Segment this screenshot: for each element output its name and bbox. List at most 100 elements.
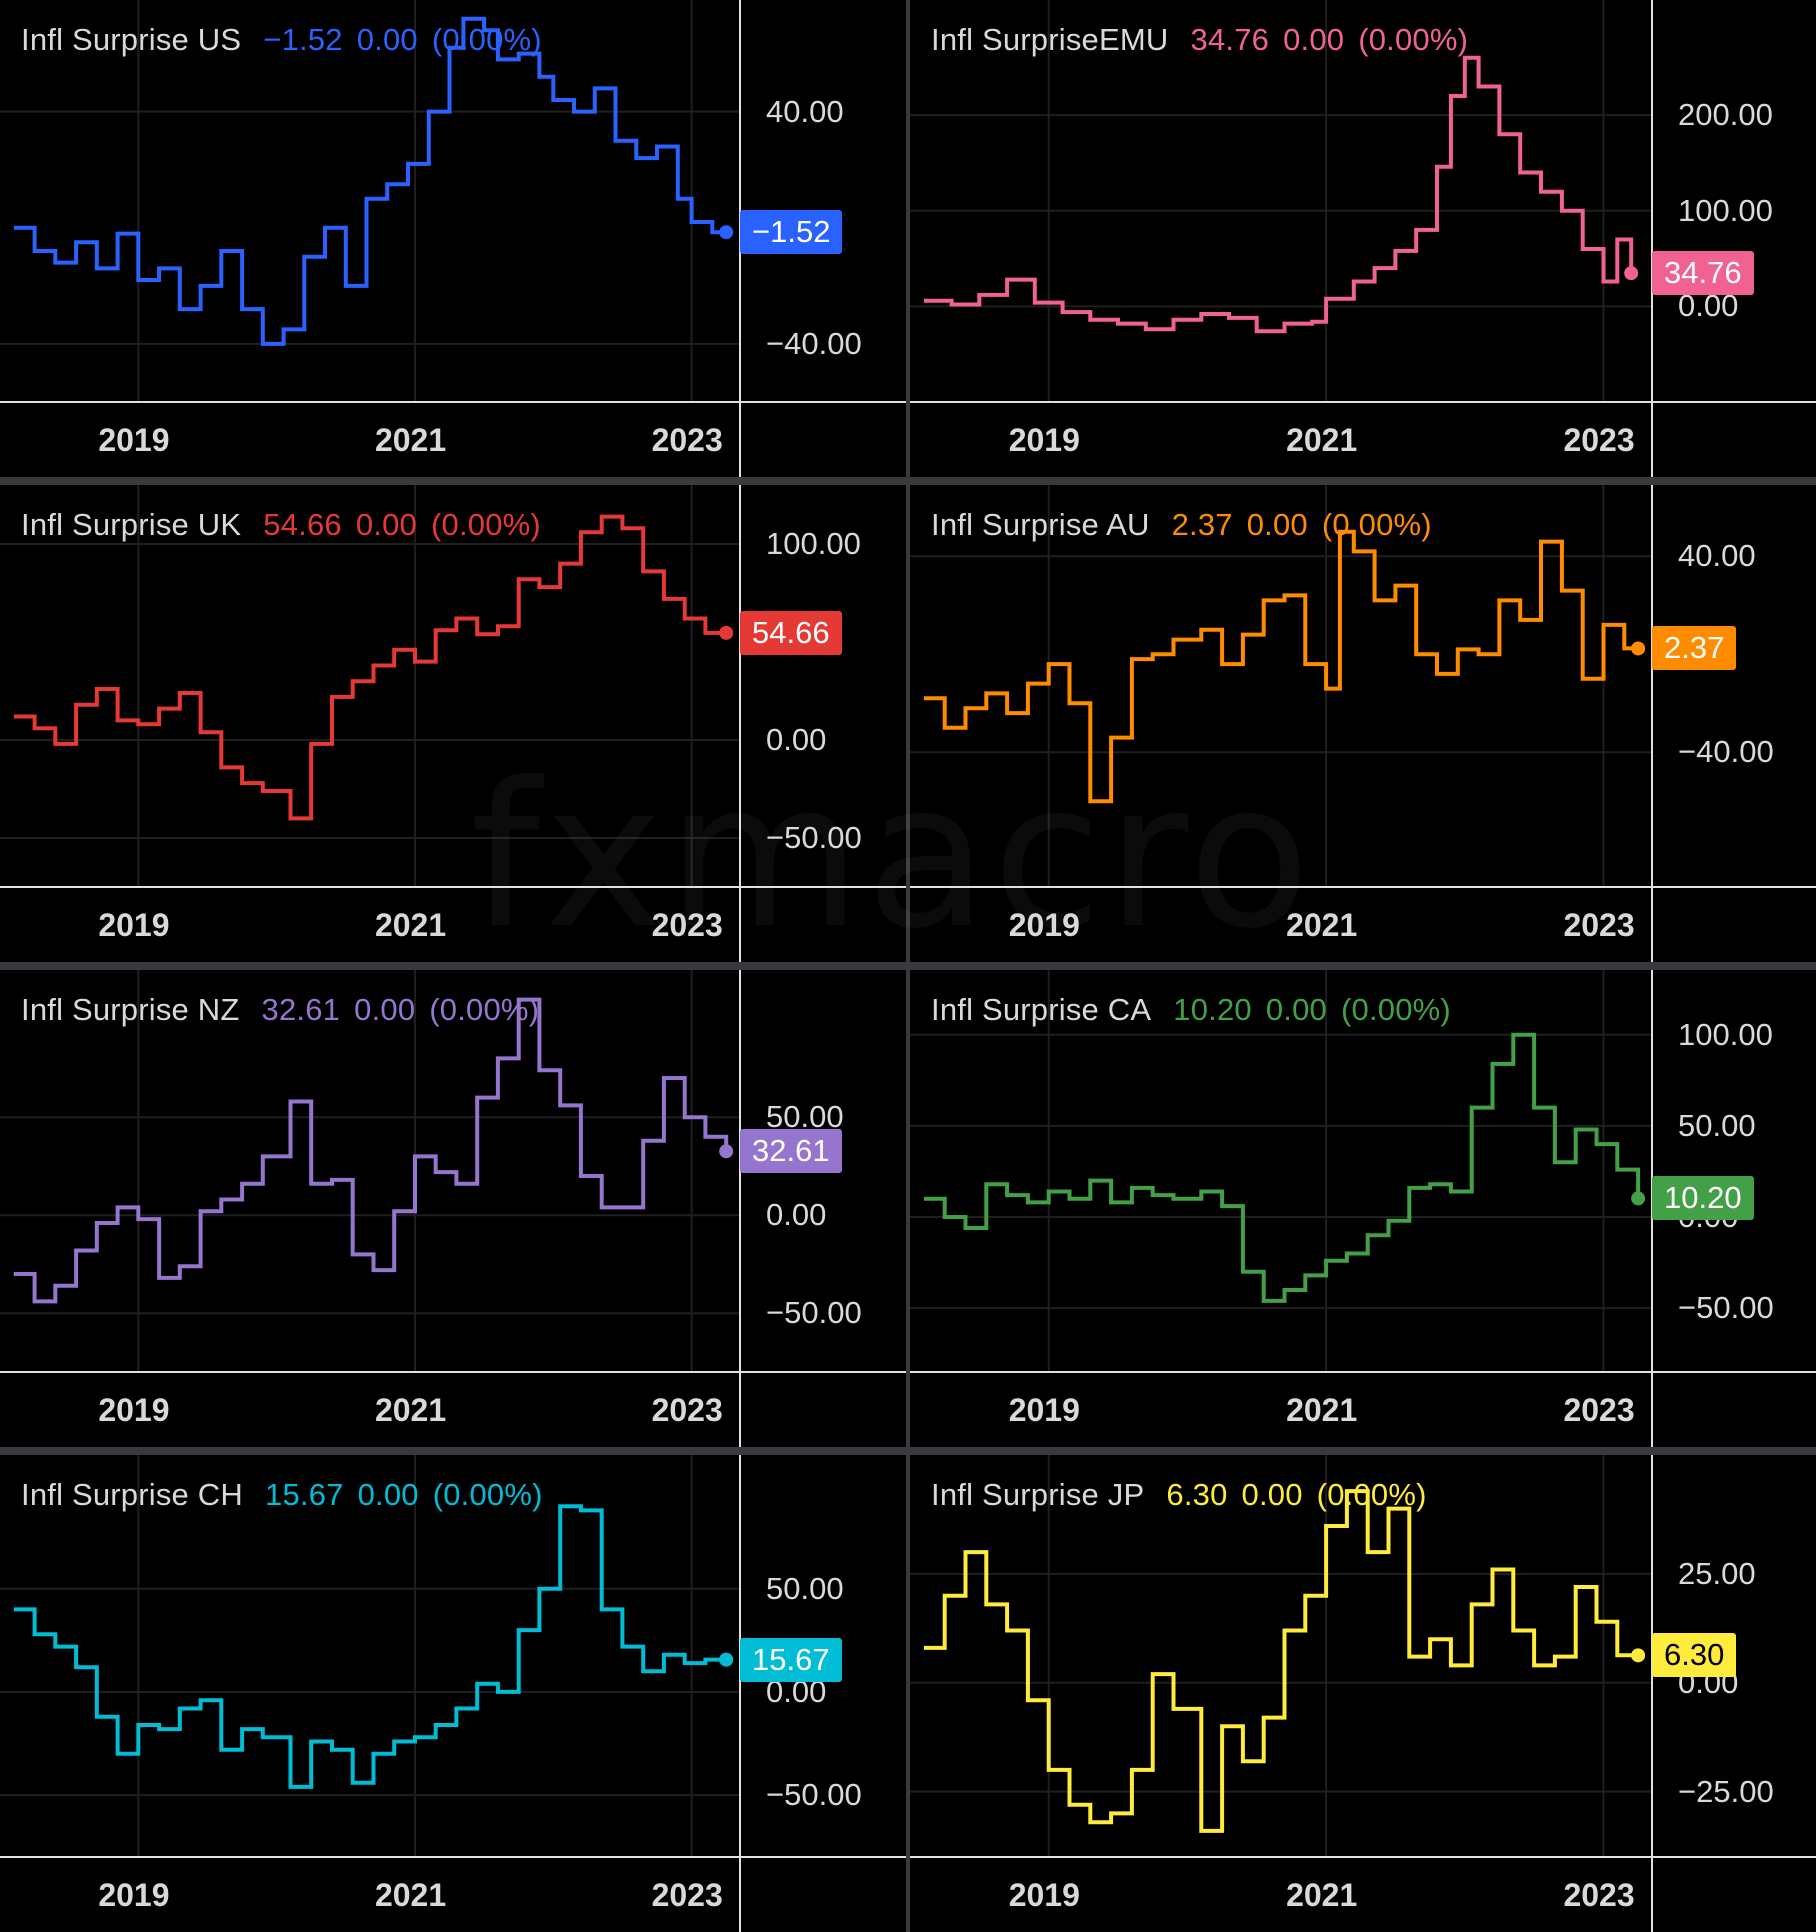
y-tick-label: 100.00 [1678, 192, 1773, 228]
series-line [923, 1032, 1641, 1303]
legend: Infl Surprise UK 54.66 0.00 (0.00%) [21, 507, 555, 543]
x-tick-label: 2021 [1286, 1877, 1358, 1913]
chart-svg [910, 485, 1816, 962]
x-tick-label: 2019 [1008, 1877, 1080, 1913]
y-tick-label: −50.00 [1678, 1290, 1774, 1326]
y-tick-label: 40.00 [766, 93, 844, 129]
series-name: Infl Surprise UK [21, 507, 242, 542]
series-name: Infl Surprise AU [931, 507, 1150, 542]
series-line [923, 1489, 1639, 1833]
last-value-badge: 32.61 [740, 1129, 842, 1174]
chart-panel-infl-surpriseemu: Infl SurpriseEMU 34.76 0.00 (0.00%) 200.00 10… [910, 0, 1816, 477]
chart-svg [0, 0, 906, 477]
last-value-badge: −1.52 [740, 210, 843, 255]
series-name: Infl Surprise NZ [21, 992, 240, 1027]
y-tick-label: −40.00 [766, 325, 862, 361]
series-change: 0.00 [1283, 22, 1345, 57]
y-tick-label: −40.00 [1678, 734, 1774, 770]
x-tick-label: 2021 [374, 1392, 447, 1428]
x-tick-label: 2023 [1563, 907, 1635, 943]
series-value: 15.67 [265, 1477, 344, 1512]
series-change: 0.00 [354, 992, 416, 1027]
series-line [13, 1504, 727, 1789]
x-tick-label: 2019 [1008, 422, 1080, 458]
series-change-pct: (0.00%) [432, 1477, 543, 1512]
y-tick-label: −25.00 [1678, 1773, 1774, 1809]
chart-panel-infl-surprise-jp: Infl Surprise JP 6.30 0.00 (0.00%) 25.00 0.00… [910, 1455, 1816, 1932]
series-change: 0.00 [1241, 1477, 1303, 1512]
y-tick-label: 0.00 [766, 722, 827, 757]
series-change-pct: (0.00%) [431, 507, 541, 542]
chart-svg [0, 1455, 906, 1932]
y-tick-label: 50.00 [766, 1570, 844, 1606]
x-tick-label: 2019 [98, 422, 170, 458]
panel-separator[interactable] [906, 0, 910, 1932]
series-change-pct: (0.00%) [1316, 1477, 1427, 1512]
series-line [13, 16, 727, 346]
series-value: 54.66 [263, 507, 342, 542]
chart-svg [0, 970, 906, 1447]
chart-svg [910, 0, 1816, 477]
series-line [13, 514, 727, 821]
chart-svg [910, 1455, 1816, 1932]
x-tick-label: 2023 [1563, 1392, 1635, 1428]
series-line [923, 529, 1639, 804]
last-value-badge: 10.20 [1652, 1176, 1754, 1221]
legend: Infl Surprise CA 10.20 0.00 (0.00%) [931, 992, 1465, 1028]
legend: Infl Surprise NZ 32.61 0.00 (0.00%) [21, 992, 553, 1028]
chart-panel-infl-surprise-ca: Infl Surprise CA 10.20 0.00 (0.00%) 100.00 50… [910, 970, 1816, 1447]
last-value-dot [1631, 1648, 1646, 1663]
series-change: 0.00 [357, 1477, 419, 1512]
chart-panel-infl-surprise-au: Infl Surprise AU 2.37 0.00 (0.00%) 40.00 −40.… [910, 485, 1816, 962]
series-value: 34.76 [1190, 22, 1270, 57]
series-value: −1.52 [263, 22, 343, 57]
y-tick-label: 50.00 [766, 1099, 844, 1135]
series-change-pct: (0.00%) [1341, 992, 1451, 1027]
chart-panel-infl-surprise-us: Infl Surprise US −1.52 0.00 (0.00%) 40.00 −40… [0, 0, 906, 477]
last-value-badge: 2.37 [1652, 626, 1737, 671]
chart-svg [910, 970, 1816, 1447]
y-tick-label: 100.00 [1678, 1016, 1773, 1052]
series-name: Infl SurpriseEMU [931, 22, 1169, 57]
last-value-dot [1631, 641, 1646, 656]
x-tick-label: 2023 [1563, 1877, 1635, 1913]
x-tick-label: 2023 [651, 1392, 723, 1428]
y-tick-label: 25.00 [1678, 1555, 1756, 1591]
y-tick-label: 0.00 [766, 1197, 827, 1233]
series-change: 0.00 [356, 22, 418, 57]
series-change-pct: (0.00%) [431, 22, 542, 57]
x-tick-label: 2023 [1563, 422, 1635, 458]
x-tick-label: 2023 [651, 907, 723, 943]
y-tick-label: −50.00 [766, 820, 862, 855]
series-value: 6.30 [1166, 1477, 1228, 1512]
x-tick-label: 2019 [98, 1392, 170, 1428]
series-line [923, 55, 1634, 334]
chart-panel-infl-surprise-ch: Infl Surprise CH 15.67 0.00 (0.00%) 50.00 0.0… [0, 1455, 906, 1932]
legend: Infl Surprise CH 15.67 0.00 (0.00%) [21, 1477, 557, 1513]
series-change: 0.00 [355, 507, 417, 542]
series-line [13, 997, 729, 1304]
chart-svg [0, 485, 906, 962]
y-tick-label: 40.00 [1678, 538, 1756, 574]
series-change-pct: (0.00%) [429, 992, 540, 1027]
y-tick-label: 100.00 [766, 526, 861, 561]
last-value-badge: 6.30 [1652, 1633, 1737, 1678]
y-tick-label: 200.00 [1678, 97, 1773, 133]
legend: Infl SurpriseEMU 34.76 0.00 (0.00%) [931, 22, 1482, 58]
legend: Infl Surprise JP 6.30 0.00 (0.00%) [931, 1477, 1441, 1513]
last-value-badge: 34.76 [1652, 251, 1754, 296]
x-tick-label: 2021 [374, 422, 447, 458]
series-value: 2.37 [1171, 507, 1233, 542]
series-change: 0.00 [1246, 507, 1308, 542]
chart-panel-infl-surprise-nz: Infl Surprise NZ 32.61 0.00 (0.00%) 50.00 0.0… [0, 970, 906, 1447]
x-tick-label: 2019 [1008, 1392, 1080, 1428]
last-value-dot [719, 225, 734, 240]
last-value-dot [1631, 1191, 1646, 1206]
y-tick-label: −50.00 [766, 1295, 862, 1331]
series-change: 0.00 [1265, 992, 1327, 1027]
x-tick-label: 2023 [651, 422, 723, 458]
last-value-dot [1624, 266, 1639, 281]
series-value: 32.61 [261, 992, 341, 1027]
last-value-dot [719, 1652, 734, 1667]
